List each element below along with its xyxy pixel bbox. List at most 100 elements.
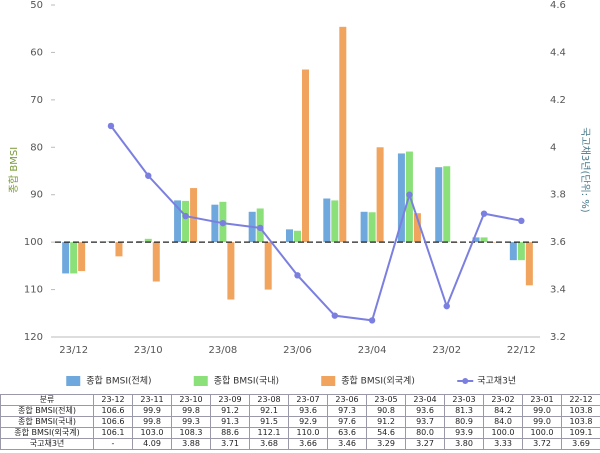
table-cell: 23-07 [288, 394, 328, 406]
table-cell: 4.09 [132, 438, 172, 450]
table-cell: 23-11 [132, 394, 172, 406]
table-cell: 3.72 [522, 438, 562, 450]
bar [264, 242, 272, 290]
table-cell: 3.29 [366, 438, 406, 450]
x-tick-label: 23/06 [283, 345, 312, 356]
legend-marker [321, 376, 336, 386]
line-point [294, 272, 301, 279]
bar [286, 229, 293, 243]
y-tick-label: 50 [30, 0, 43, 11]
bar [397, 153, 405, 243]
legend-label: 종합 BMSI(국내) [214, 376, 279, 387]
bar [413, 213, 421, 243]
y2-tick-label: 3.6 [550, 237, 566, 248]
bar [294, 230, 301, 243]
table-cell: 108.3 [171, 427, 211, 439]
bar [115, 242, 123, 257]
table-cell: 93.7 [405, 416, 445, 428]
table-cell: - [93, 438, 133, 450]
table-cell: 80.9 [444, 416, 484, 428]
y2-tick-label: 3.4 [550, 285, 566, 296]
y-tick-label: 60 [30, 47, 43, 58]
line-point [182, 212, 189, 220]
y-tick-label: 110 [24, 285, 43, 296]
table-row: 종합 BMSI(국내) 106.6 99.8 99.3 91.3 91.5 92.9 97.6… [0, 416, 600, 428]
table-cell: 23-03 [444, 394, 484, 406]
row-label: 종합 BMSI(전체) [0, 405, 94, 417]
table-cell: 3.71 [210, 438, 250, 450]
x-tick-label: 23/10 [134, 345, 163, 356]
table-cell: 100.0 [522, 427, 562, 439]
table-cell: 99.0 [522, 416, 562, 428]
table-cell: 3.33 [483, 438, 523, 450]
bar [323, 198, 331, 243]
table-cell: 3.68 [249, 438, 289, 450]
table-cell: 23-04 [405, 394, 445, 406]
table-cell: 3.80 [444, 438, 484, 450]
table-cell: 91.3 [210, 416, 250, 428]
table-cell: 103.8 [561, 405, 600, 417]
table-row: 분류 23-12 23-11 23-10 23-09 23-08 23-07 23-06 23-… [0, 394, 600, 406]
table-cell: 92.9 [288, 416, 328, 428]
table-cell: 97.3 [327, 405, 367, 417]
y2-tick-label: 3.8 [550, 190, 566, 201]
x-tick-label: 23/12 [59, 345, 88, 356]
table-row: 국고채3년 -4.09 3.88 3.71 3.68 3.66 3.46 3.29 3.27 3.… [0, 438, 600, 450]
y-axis-label: 종합 BMSI [8, 147, 20, 193]
table-cell: 91.2 [366, 416, 406, 428]
line-point [368, 317, 376, 324]
bar [152, 242, 160, 282]
bar [70, 242, 78, 274]
y2-tick-label: 4.6 [550, 0, 566, 11]
table-cell: 97.6 [327, 416, 367, 428]
table-cell: 106.6 [93, 416, 133, 428]
bar [227, 242, 235, 300]
table-cell: 3.66 [288, 438, 328, 450]
bar [517, 242, 525, 261]
table-cell: 112.1 [249, 427, 289, 439]
bar [435, 167, 443, 243]
table-cell: 23-05 [366, 394, 406, 406]
table-cell: 81.3 [444, 405, 484, 417]
legend-label: 종합 BMSI(외국계) [341, 375, 415, 387]
line-point [406, 191, 413, 198]
y-tick-label: 120 [24, 332, 43, 343]
table-cell: 93.6 [405, 405, 445, 417]
table-cell: 22-12 [561, 394, 600, 406]
y2-axis-label: 국고채3년(단위: %) [579, 127, 592, 213]
table-cell: 110.0 [288, 427, 328, 439]
table-cell: 93.9 [444, 427, 484, 439]
table-cell: 3.27 [405, 438, 445, 450]
y2-tick-label: 3.2 [550, 332, 566, 343]
table-cell: 3.69 [561, 438, 600, 450]
table-cell: 91.2 [210, 405, 250, 417]
y-tick-label: 80 [30, 142, 43, 153]
bar [190, 188, 198, 243]
legend-label: 국고채3년 [477, 376, 516, 387]
y2-tick-label: 4 [550, 142, 556, 153]
bar [339, 26, 347, 243]
table-cell: 90.8 [366, 405, 406, 417]
line-point [145, 172, 152, 179]
line-point [443, 302, 450, 310]
line-point [256, 224, 264, 232]
table-cell: 3.88 [171, 438, 211, 450]
bar [144, 238, 152, 243]
table-cell: 80.0 [405, 427, 445, 439]
table-cell: 63.6 [327, 427, 367, 439]
table-cell: 23-06 [327, 394, 367, 406]
table-cell: 99.8 [132, 416, 172, 428]
bar [302, 69, 309, 243]
bar [211, 204, 219, 243]
bar [62, 242, 70, 274]
table-cell: 99.9 [132, 405, 172, 417]
table-cell: 99.3 [171, 416, 211, 428]
table-cell: 92.1 [249, 405, 289, 417]
line [110, 125, 522, 322]
y2-tick-label: 4.2 [550, 95, 566, 106]
line-point [331, 312, 339, 319]
row-label: 종합 BMSI(외국계) [0, 427, 94, 439]
chart: 종합 BMSI 국고채3년(단위: %) 50 60 70 80 90 100 110 120… [8, 0, 592, 387]
table-cell: 109.1 [561, 427, 600, 439]
bar [376, 147, 384, 243]
